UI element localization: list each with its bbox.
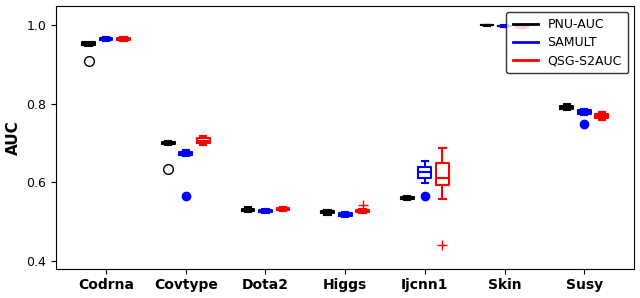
Legend: PNU-AUC, SAMULT, QSG-S2AUC: PNU-AUC, SAMULT, QSG-S2AUC: [506, 12, 628, 73]
Y-axis label: AUC: AUC: [6, 120, 20, 155]
